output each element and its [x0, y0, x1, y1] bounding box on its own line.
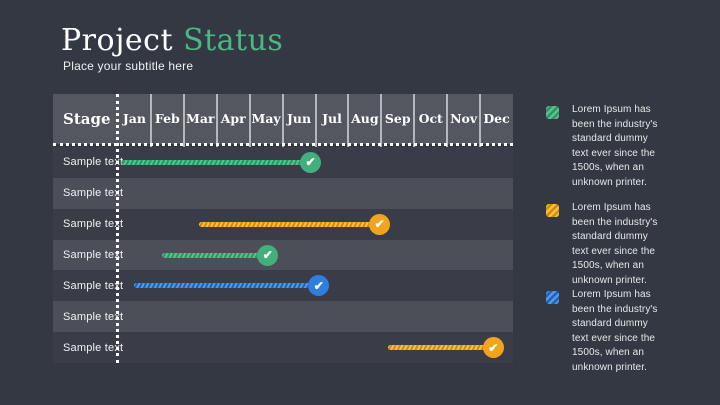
month-label-aug: Aug	[351, 111, 379, 126]
row-label: Sample text	[63, 248, 124, 261]
month-label-mar: Mar	[186, 111, 215, 126]
header-divider-dotted-line	[53, 143, 513, 146]
checkmark-circle-green: ✔	[257, 244, 279, 266]
legend-text-line: been the industry's	[572, 303, 658, 315]
legend-item-blue: Lorem Ipsum has been the industry's standa…	[546, 288, 658, 375]
legend-item-orange: Lorem Ipsum has been the industry's standa…	[546, 201, 658, 288]
month-label-jun: Jun	[286, 111, 312, 126]
row-label: Sample text	[63, 218, 124, 231]
gantt-chart: Stage Jan Feb Mar Apr May Jun Jul Aug Sep Oct Nov D…	[53, 94, 513, 363]
gantt-bar-orange	[198, 221, 380, 227]
legend-text-line: been the industry's	[572, 216, 658, 228]
legend-text-line: Lorem Ipsum has	[572, 202, 651, 213]
legend-text: Lorem Ipsum has been the industry's standa…	[572, 201, 658, 288]
page-title-accent: Status	[183, 23, 284, 58]
row-label: Sample text	[63, 341, 124, 354]
legend-text-line: unknown printer.	[572, 361, 647, 373]
legend-text-line: text ever since the	[572, 147, 656, 159]
row-label: Sample text	[63, 187, 124, 200]
gantt-row: Sample text	[53, 239, 513, 271]
checkmark-circle-orange: ✔	[482, 337, 504, 359]
legend-text-line: text ever since the	[572, 245, 656, 257]
legend-item-green: Lorem Ipsum has been the industry's standa…	[546, 103, 658, 190]
page-title: Project Status	[61, 24, 283, 58]
page-title-primary: Project	[61, 23, 174, 58]
legend-text-line: standard dummy	[572, 133, 648, 144]
checkmark-circle-green: ✔	[300, 151, 322, 173]
legend-text: Lorem Ipsum has been the industry's standa…	[572, 103, 658, 190]
title-space	[173, 23, 183, 58]
gantt-bar-orange	[387, 345, 494, 351]
gantt-row: Sample text	[53, 301, 513, 333]
row-label: Sample text	[63, 310, 124, 323]
month-label-nov: Nov	[450, 111, 478, 126]
legend-text-line: 1500s, when an	[572, 347, 645, 358]
legend-text-line: Lorem Ipsum has	[572, 104, 651, 115]
page-subtitle: Place your subtitle here	[63, 59, 194, 73]
gantt-bar-green	[121, 159, 311, 165]
row-label: Sample text	[63, 279, 124, 292]
month-label-may: May	[251, 111, 281, 126]
legend-swatch-green	[546, 106, 559, 119]
legend-text-line: unknown printer.	[572, 176, 647, 188]
month-label-apr: Apr	[220, 111, 246, 126]
legend-text-line: standard dummy	[572, 318, 648, 329]
gantt-row: Sample text	[53, 177, 513, 209]
month-label-oct: Oct	[418, 111, 443, 126]
legend-text-line: unknown printer.	[572, 274, 647, 286]
checkmark-circle-orange: ✔	[369, 213, 391, 235]
legend-text: Lorem Ipsum has been the industry's standa…	[572, 288, 658, 375]
legend-text-line: 1500s, when an	[572, 260, 645, 271]
gantt-bar-green	[162, 252, 268, 258]
stage-divider-dotted-line	[116, 94, 119, 363]
checkmark-circle-blue: ✔	[308, 275, 330, 297]
legend-text-line: text ever since the	[572, 332, 656, 344]
stage-column-header: Stage	[63, 110, 111, 128]
legend-swatch-orange	[546, 204, 559, 217]
legend-swatch-blue	[546, 291, 559, 304]
legend-text-line: been the industry's	[572, 118, 658, 130]
month-label-dec: Dec	[483, 111, 510, 126]
legend-text-line: Lorem Ipsum has	[572, 289, 651, 300]
month-label-jan: Jan	[122, 111, 146, 126]
row-label: Sample text	[63, 156, 124, 169]
legend-text-line: 1500s, when an	[572, 162, 645, 173]
month-label-sep: Sep	[384, 111, 411, 126]
gantt-bar-blue	[134, 283, 319, 289]
month-label-feb: Feb	[154, 111, 180, 126]
legend-text-line: standard dummy	[572, 231, 648, 242]
month-label-jul: Jul	[322, 111, 342, 126]
legend: Lorem Ipsum has been the industry's standa…	[546, 103, 711, 393]
